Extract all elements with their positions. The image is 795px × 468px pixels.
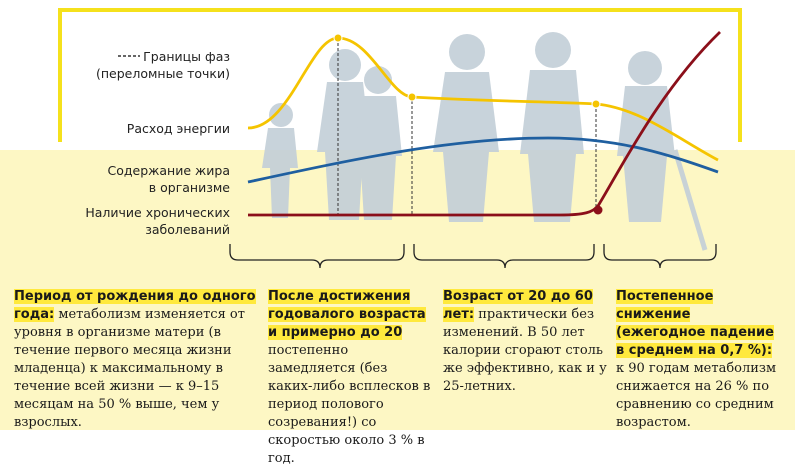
phase-2-text: постепенно замедляется (без каких-либо в… [268,343,431,466]
fat-curve [247,136,719,184]
legend-phases: Границы фаз (переломные точки) [60,48,230,82]
phase-braces [229,244,717,269]
legend-chronic-line2: заболеваний [145,222,230,237]
legend-phases-line2: (переломные точки) [95,66,230,81]
turning-point-chronic [593,205,603,215]
phase-boundaries [337,38,597,215]
young-adult-silhouette [433,34,499,222]
phase-description-4: Постепенное снижение (ежегодное падение … [616,288,784,432]
turning-point-energy-peak [333,33,343,43]
legend-fat: Содержание жира в организме [60,162,230,196]
phase-1-text: метаболизм изменяется от уровня в органи… [14,307,245,430]
phase-description-2: После достижения годовалого возраста и п… [268,288,434,468]
phase-3-text: практически без изменений. В 50 лет кало… [443,307,607,394]
legend-chronic: Наличие хронических заболеваний [60,204,230,238]
phase-4-text: к 90 годам метаболизм снижается на 26 % … [616,361,777,430]
legend-phases-line1: Границы фаз [143,49,230,64]
legend-fat-line1: Содержание жира [107,163,230,178]
legend-chronic-line1: Наличие хронических [85,205,230,220]
adult-silhouette [520,32,584,222]
brace-phase-2 [413,244,595,269]
legend-energy-label: Расход энергии [126,121,230,136]
turning-point-energy-decline [591,99,601,109]
brace-phase-3 [603,244,717,269]
chronic-curve [248,30,721,217]
turning-point-energy-plateau [407,92,417,102]
brace-phase-1 [229,244,405,269]
silhouettes [262,32,708,251]
phase-description-1: Период от рождения до одного года: метаб… [14,288,258,432]
legend-energy: Расход энергии [60,120,230,137]
elderly-silhouette [617,51,708,251]
child-silhouette [317,49,371,220]
phase-description-3: Возраст от 20 до 60 лет: практически без… [443,288,607,396]
phase-2-title: После достижения годовалого возраста и п… [268,289,426,340]
toddler-silhouette [262,103,298,218]
yellow-frame [58,8,742,142]
legend-fat-line2: в организме [148,180,230,195]
phase-4-title: Постепенное снижение (ежегодное падение … [616,289,774,358]
